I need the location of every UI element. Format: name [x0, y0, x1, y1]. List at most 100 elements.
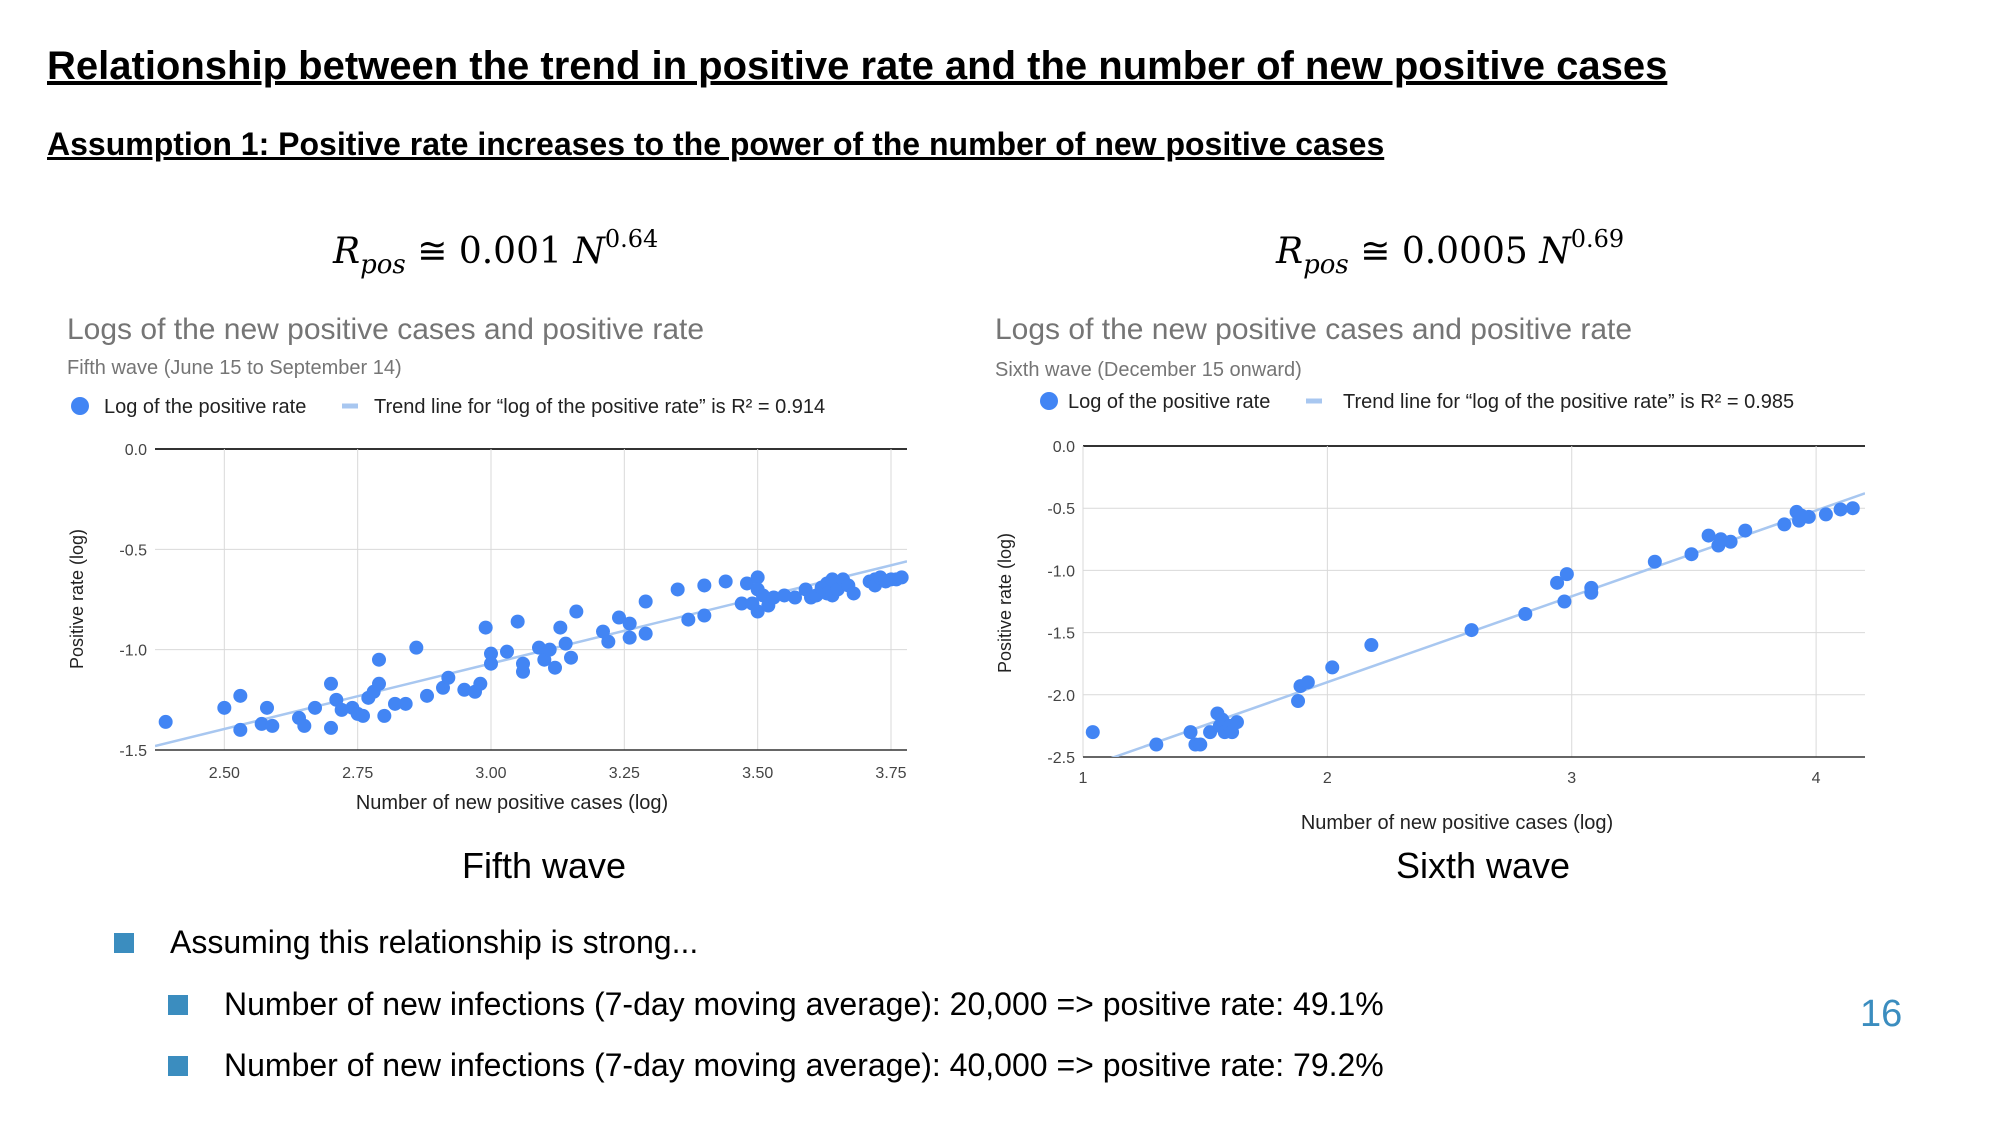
data-point — [734, 596, 749, 611]
x-axis-label: Number of new positive cases (log) — [1301, 812, 1613, 834]
data-point — [1291, 694, 1306, 709]
data-point — [297, 718, 312, 733]
data-point — [750, 570, 765, 585]
data-point — [612, 610, 626, 625]
bullet-square-icon — [168, 1055, 188, 1076]
data-point — [356, 708, 370, 723]
data-point — [697, 578, 712, 593]
data-point — [420, 688, 434, 703]
data-point — [846, 586, 861, 601]
data-point — [265, 718, 280, 733]
y-tick-label: -0.5 — [1047, 501, 1075, 518]
y-tick-label: -0.5 — [119, 542, 147, 559]
x-tick-label: 4 — [1812, 770, 1821, 787]
data-point — [622, 616, 637, 631]
data-point — [1559, 567, 1574, 582]
data-point — [670, 582, 685, 597]
legend-points-marker-icon — [1040, 392, 1058, 410]
data-point — [254, 716, 269, 731]
data-point — [564, 650, 578, 665]
data-point — [718, 574, 733, 589]
bullet-sub-2-text: Number of new infections (7-day moving a… — [224, 1047, 1384, 1083]
data-point — [697, 608, 712, 623]
y-tick-label: -1.5 — [1047, 626, 1075, 643]
x-tick-label: 1 — [1079, 770, 1088, 787]
bullet-square-icon — [168, 994, 188, 1015]
data-point — [324, 676, 338, 691]
data-point — [532, 640, 546, 655]
legend-points-label: Log of the positive rate — [1068, 391, 1270, 413]
y-tick-label: -2.0 — [1047, 688, 1075, 705]
data-point — [1845, 501, 1860, 516]
data-point — [548, 660, 562, 675]
data-point — [894, 570, 909, 585]
data-point — [334, 702, 349, 717]
bullet-main: Assuming this relationship is strong... — [114, 924, 698, 961]
data-point — [622, 630, 637, 645]
x-axis-label: Number of new positive cases (log) — [356, 792, 668, 814]
data-point — [233, 688, 248, 703]
fifth-wave-chart: Logs of the new positive cases and posit… — [67, 313, 909, 814]
data-point — [1518, 606, 1533, 621]
caption-sixth-wave: Sixth wave — [1396, 845, 1571, 886]
data-point — [1193, 737, 1208, 752]
data-point — [750, 604, 765, 619]
data-point — [1818, 507, 1833, 522]
y-tick-label: 0.0 — [125, 442, 147, 459]
bullet-sub-2: Number of new infections (7-day moving a… — [168, 1047, 1384, 1084]
legend-trend-label: Trend line for “log of the positive rate… — [1343, 391, 1794, 413]
data-point — [1777, 517, 1792, 532]
x-tick-label: 2.50 — [209, 765, 240, 782]
data-point — [1300, 675, 1315, 690]
data-point — [377, 708, 392, 723]
data-point — [1325, 660, 1340, 675]
data-point — [1464, 623, 1479, 638]
slide-subtitle: Assumption 1: Positive rate increases to… — [47, 126, 1385, 162]
data-point — [1364, 638, 1379, 653]
x-tick-label: 2.75 — [342, 765, 373, 782]
data-point — [638, 626, 653, 641]
y-tick-label: 0.0 — [1053, 439, 1075, 456]
bullet-square-icon — [114, 932, 134, 953]
data-point — [740, 576, 754, 591]
x-tick-label: 3.25 — [609, 765, 640, 782]
data-point — [441, 670, 456, 685]
data-point — [260, 700, 274, 715]
chart-subtitle: Fifth wave (June 15 to September 14) — [67, 357, 402, 379]
data-point — [398, 696, 413, 711]
chart-title: Logs of the new positive cases and posit… — [995, 313, 1632, 346]
y-axis-label: Positive rate (log) — [67, 529, 87, 669]
data-point — [1738, 523, 1753, 538]
data-point — [638, 594, 653, 609]
data-point — [484, 656, 498, 671]
bullet-sub-1-text: Number of new infections (7-day moving a… — [224, 986, 1384, 1022]
data-point — [1550, 575, 1565, 590]
data-point — [409, 640, 424, 655]
legend-points-marker-icon — [71, 397, 89, 415]
data-point — [457, 682, 472, 697]
data-point — [681, 612, 696, 627]
formula-sixth-wave: Rpos ≅ 0.0005 N0.69 — [1276, 225, 1625, 280]
chart-subtitle: Sixth wave (December 15 onward) — [995, 359, 1302, 381]
data-point — [558, 636, 573, 651]
data-point — [1584, 580, 1599, 595]
data-point — [217, 700, 232, 715]
x-tick-label: 3.50 — [742, 765, 773, 782]
data-point — [1149, 737, 1164, 752]
data-point — [308, 700, 322, 715]
data-point — [1801, 509, 1816, 524]
y-axis-label: Positive rate (log) — [995, 533, 1015, 673]
data-point — [484, 646, 498, 661]
data-point — [372, 652, 386, 667]
x-tick-label: 2 — [1323, 770, 1332, 787]
legend-points-label: Log of the positive rate — [104, 396, 306, 418]
data-point — [516, 656, 530, 671]
data-point — [388, 696, 402, 711]
data-point — [777, 588, 792, 603]
data-point — [233, 722, 248, 737]
data-point — [788, 590, 802, 605]
bullet-sub-1: Number of new infections (7-day moving a… — [168, 986, 1384, 1023]
data-point — [601, 634, 616, 649]
data-point — [1557, 594, 1572, 609]
y-tick-label: -1.0 — [119, 643, 147, 660]
